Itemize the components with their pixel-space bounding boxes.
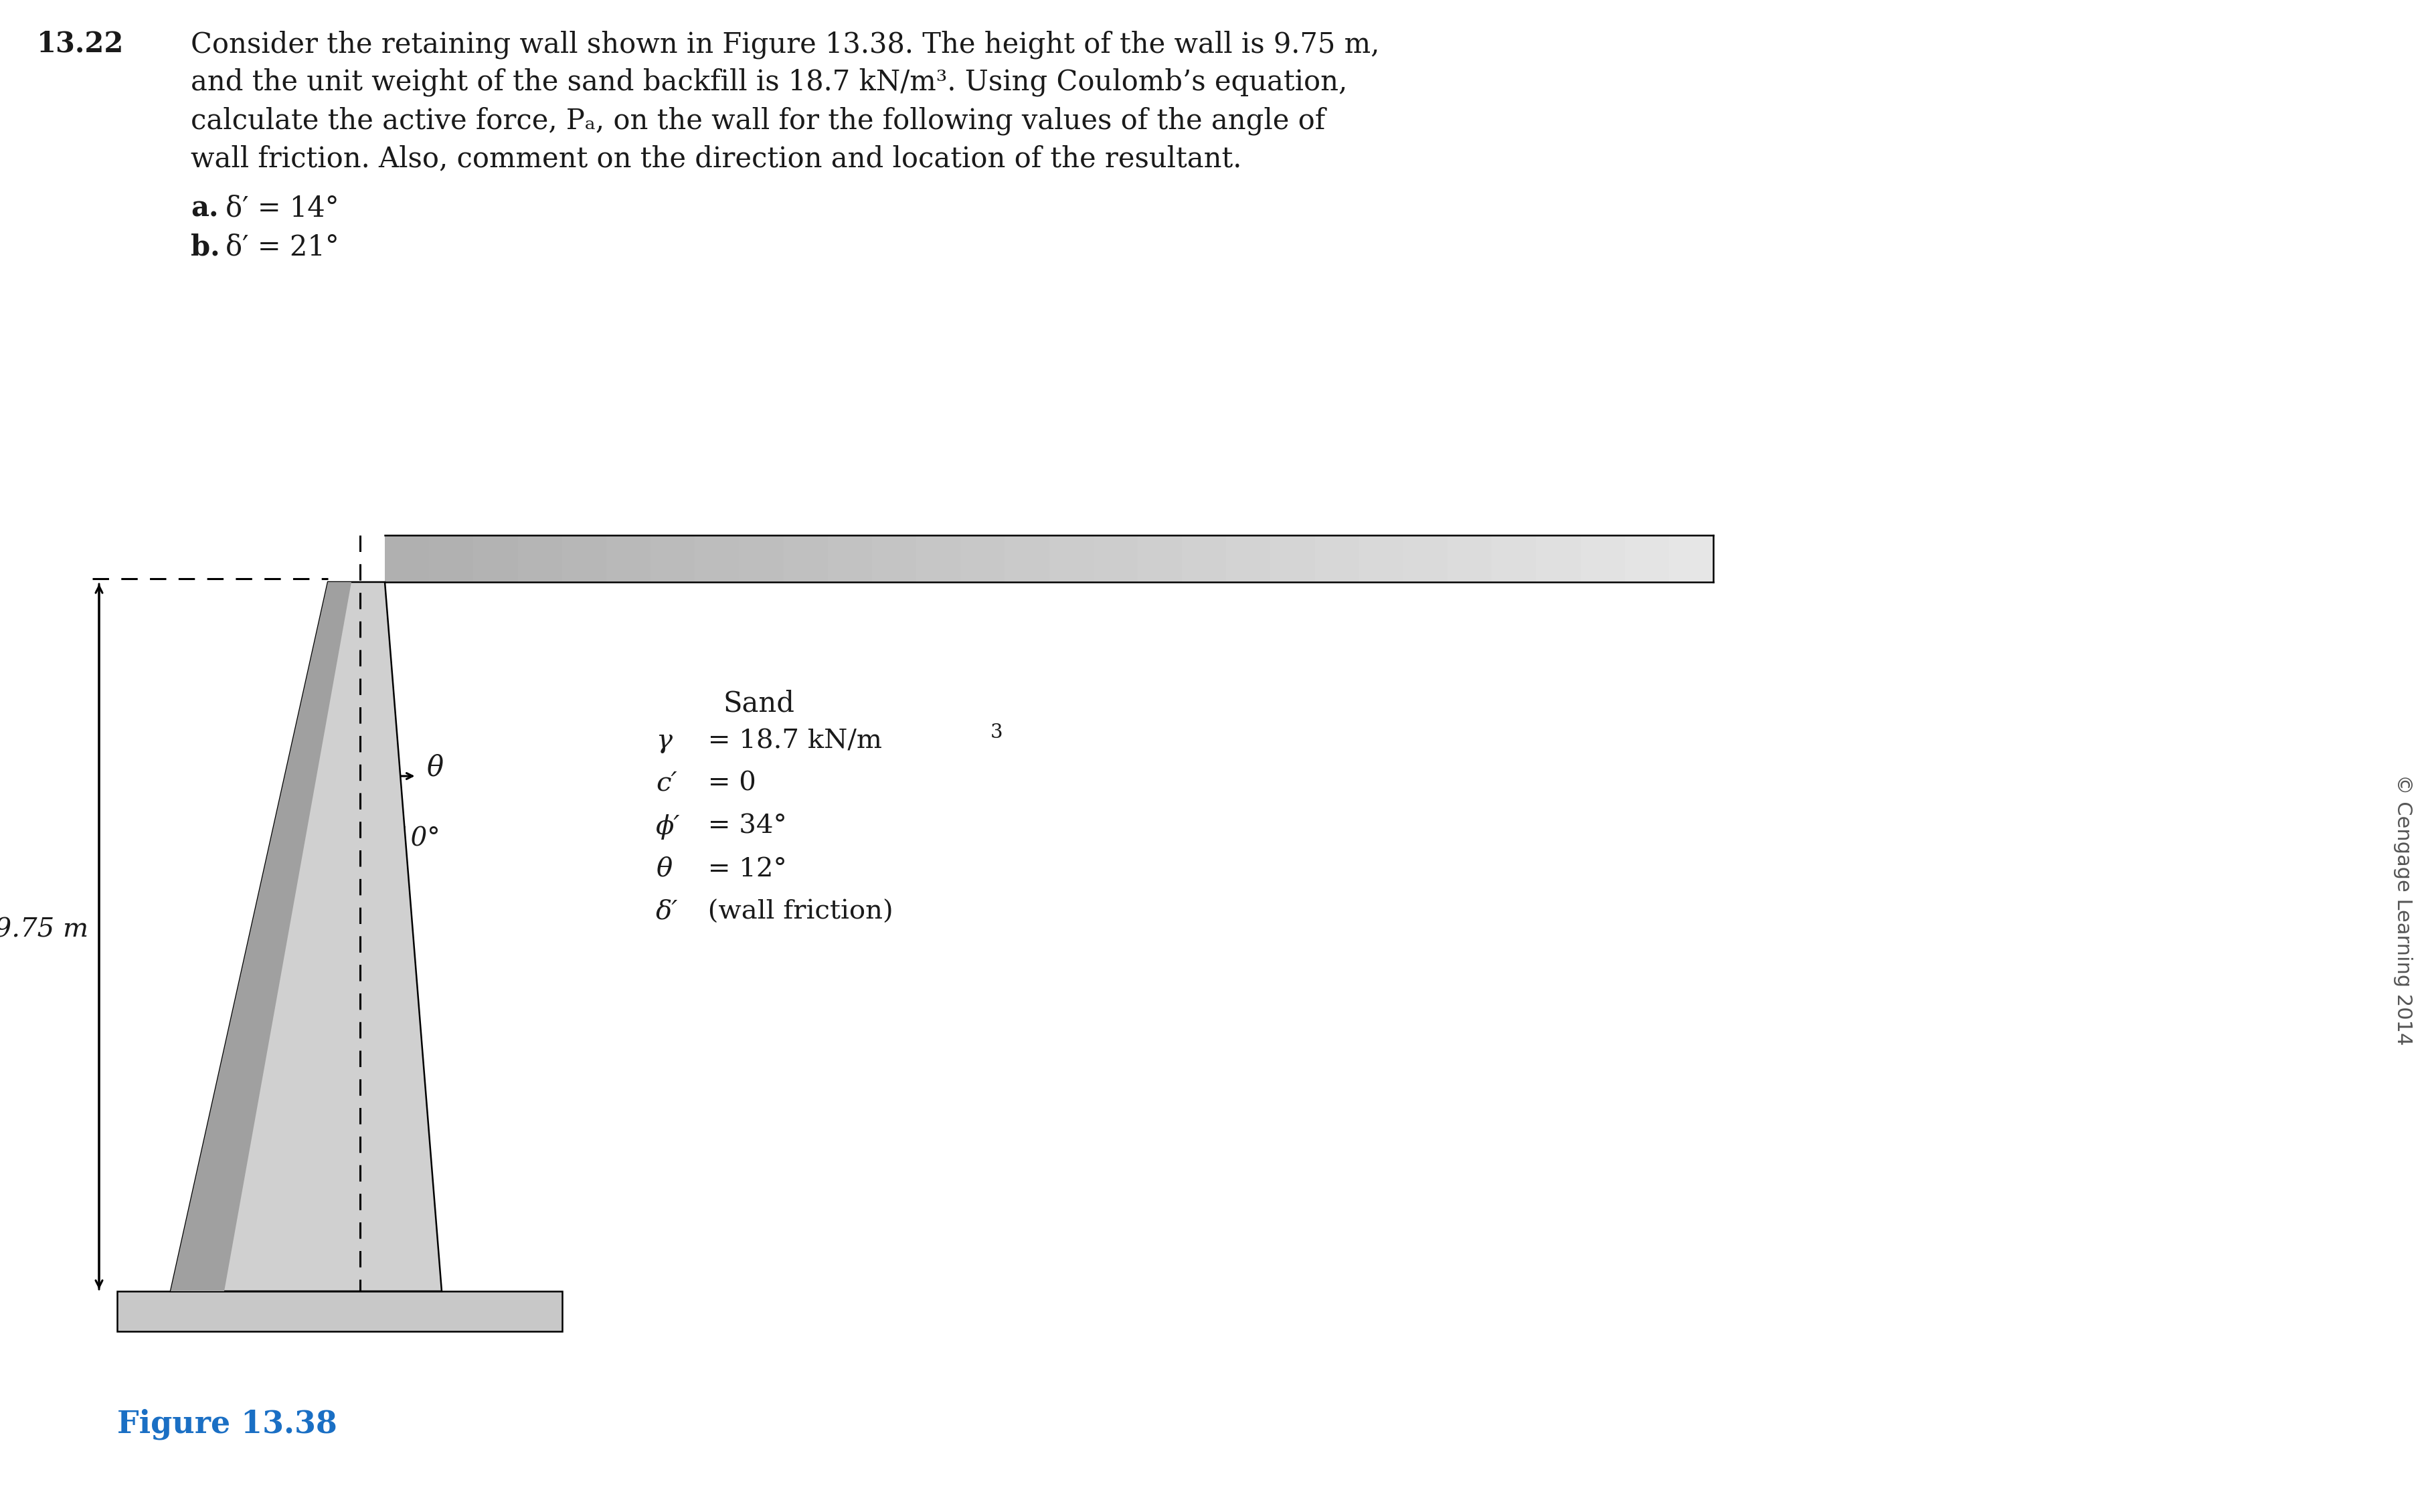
Polygon shape bbox=[1492, 535, 1536, 582]
Polygon shape bbox=[1138, 535, 1181, 582]
Polygon shape bbox=[1048, 535, 1094, 582]
Text: a.: a. bbox=[192, 195, 218, 222]
Text: Sand: Sand bbox=[723, 689, 793, 717]
Text: = 0: = 0 bbox=[699, 771, 757, 797]
Polygon shape bbox=[563, 535, 606, 582]
Polygon shape bbox=[606, 535, 650, 582]
Text: H= 9.75 m: H= 9.75 m bbox=[0, 918, 90, 942]
Polygon shape bbox=[1271, 535, 1315, 582]
Text: wall friction. Also, comment on the direction and location of the resultant.: wall friction. Also, comment on the dire… bbox=[192, 145, 1242, 172]
Polygon shape bbox=[1094, 535, 1138, 582]
Polygon shape bbox=[170, 582, 352, 1291]
Text: (wall friction): (wall friction) bbox=[699, 900, 893, 925]
Text: 3: 3 bbox=[990, 723, 1002, 742]
Polygon shape bbox=[784, 535, 827, 582]
Polygon shape bbox=[740, 535, 784, 582]
Polygon shape bbox=[1004, 535, 1048, 582]
Text: δ′: δ′ bbox=[655, 900, 679, 925]
Text: Figure 13.38: Figure 13.38 bbox=[116, 1408, 337, 1439]
Polygon shape bbox=[917, 535, 961, 582]
Text: and the unit weight of the sand backfill is 18.7 kN/m³. Using Coulomb’s equation: and the unit weight of the sand backfill… bbox=[192, 68, 1346, 97]
Text: ϕ′: ϕ′ bbox=[655, 813, 679, 839]
Text: = 18.7 kN/m: = 18.7 kN/m bbox=[699, 729, 883, 753]
Text: γ: γ bbox=[655, 729, 672, 753]
Polygon shape bbox=[116, 1291, 563, 1332]
Text: calculate the active force, Pₐ, on the wall for the following values of the angl: calculate the active force, Pₐ, on the w… bbox=[192, 106, 1325, 135]
Polygon shape bbox=[429, 535, 473, 582]
Text: Consider the retaining wall shown in Figure 13.38. The height of the wall is 9.7: Consider the retaining wall shown in Fig… bbox=[192, 30, 1380, 59]
Text: 13.22: 13.22 bbox=[36, 30, 124, 57]
Polygon shape bbox=[1579, 535, 1625, 582]
Polygon shape bbox=[1225, 535, 1271, 582]
Polygon shape bbox=[1181, 535, 1225, 582]
Text: θ: θ bbox=[655, 857, 672, 881]
Polygon shape bbox=[517, 535, 563, 582]
Polygon shape bbox=[1669, 535, 1713, 582]
Text: = 12°: = 12° bbox=[699, 857, 786, 881]
Polygon shape bbox=[1315, 535, 1359, 582]
Text: © Cengage Learning 2014: © Cengage Learning 2014 bbox=[2392, 774, 2411, 1045]
Polygon shape bbox=[650, 535, 694, 582]
Polygon shape bbox=[170, 582, 442, 1291]
Polygon shape bbox=[961, 535, 1004, 582]
Text: b.: b. bbox=[192, 233, 221, 262]
Text: c′: c′ bbox=[655, 771, 677, 797]
Polygon shape bbox=[1448, 535, 1492, 582]
Polygon shape bbox=[386, 535, 429, 582]
Polygon shape bbox=[1359, 535, 1402, 582]
Polygon shape bbox=[1536, 535, 1579, 582]
Text: θ = 10°: θ = 10° bbox=[340, 826, 439, 851]
Polygon shape bbox=[1402, 535, 1448, 582]
Polygon shape bbox=[827, 535, 871, 582]
Text: = 34°: = 34° bbox=[699, 813, 786, 839]
Polygon shape bbox=[694, 535, 740, 582]
Polygon shape bbox=[871, 535, 917, 582]
Polygon shape bbox=[473, 535, 517, 582]
Text: δ′ = 14°: δ′ = 14° bbox=[226, 195, 340, 222]
Text: δ′ = 21°: δ′ = 21° bbox=[226, 233, 340, 262]
Polygon shape bbox=[1625, 535, 1669, 582]
Text: θ: θ bbox=[427, 754, 444, 782]
